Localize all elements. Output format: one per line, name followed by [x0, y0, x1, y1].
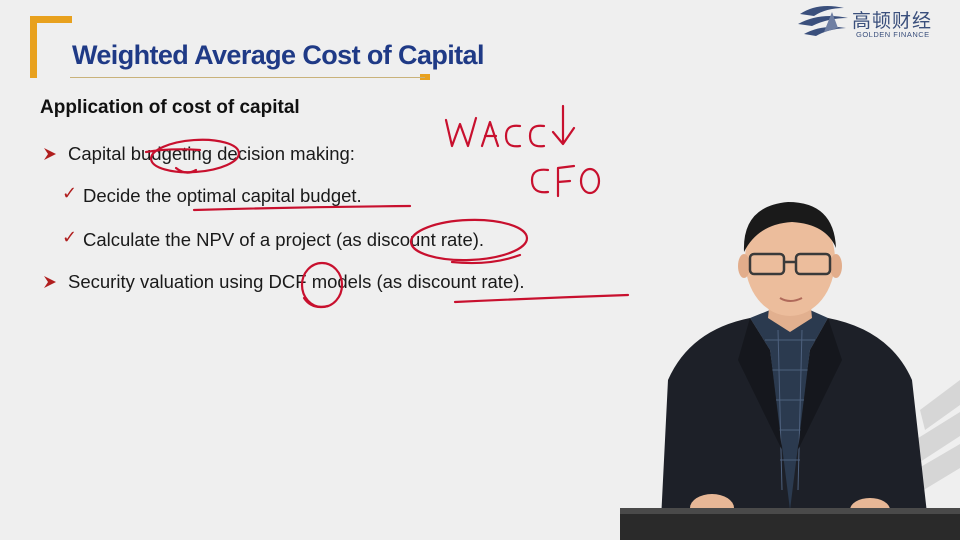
- sub-bullet-npv: Calculate the NPV of a project (as disco…: [83, 229, 485, 250]
- logo-chinese-text: 高顿财经: [852, 10, 933, 32]
- logo-english-text: GOLDEN FINANCE: [856, 30, 930, 39]
- golden-finance-logo: 高顿财经 GOLDEN FINANCE: [796, 2, 956, 42]
- presenter-figure: [620, 202, 960, 540]
- check-icon: ✓: [62, 227, 78, 248]
- title-underline: [70, 77, 425, 78]
- golden-finance-logo-icon: [798, 6, 848, 36]
- bullet-capital-budgeting: Capital budgeting decision making:: [68, 143, 355, 164]
- slide-title: Weighted Average Cost of Capital: [72, 40, 484, 70]
- arrow-bullet-icon: [44, 276, 56, 288]
- section-subheading: Application of cost of capital: [40, 97, 300, 118]
- title-bracket: [30, 16, 72, 78]
- arrow-bullet-icon: [44, 148, 56, 160]
- title-bracket-dot: [420, 74, 430, 80]
- sub-bullet-optimal-budget: Decide the optimal capital budget.: [83, 185, 362, 206]
- bullet-security-valuation: Security valuation using DCF models (as …: [68, 271, 525, 292]
- check-icon: ✓: [62, 183, 78, 204]
